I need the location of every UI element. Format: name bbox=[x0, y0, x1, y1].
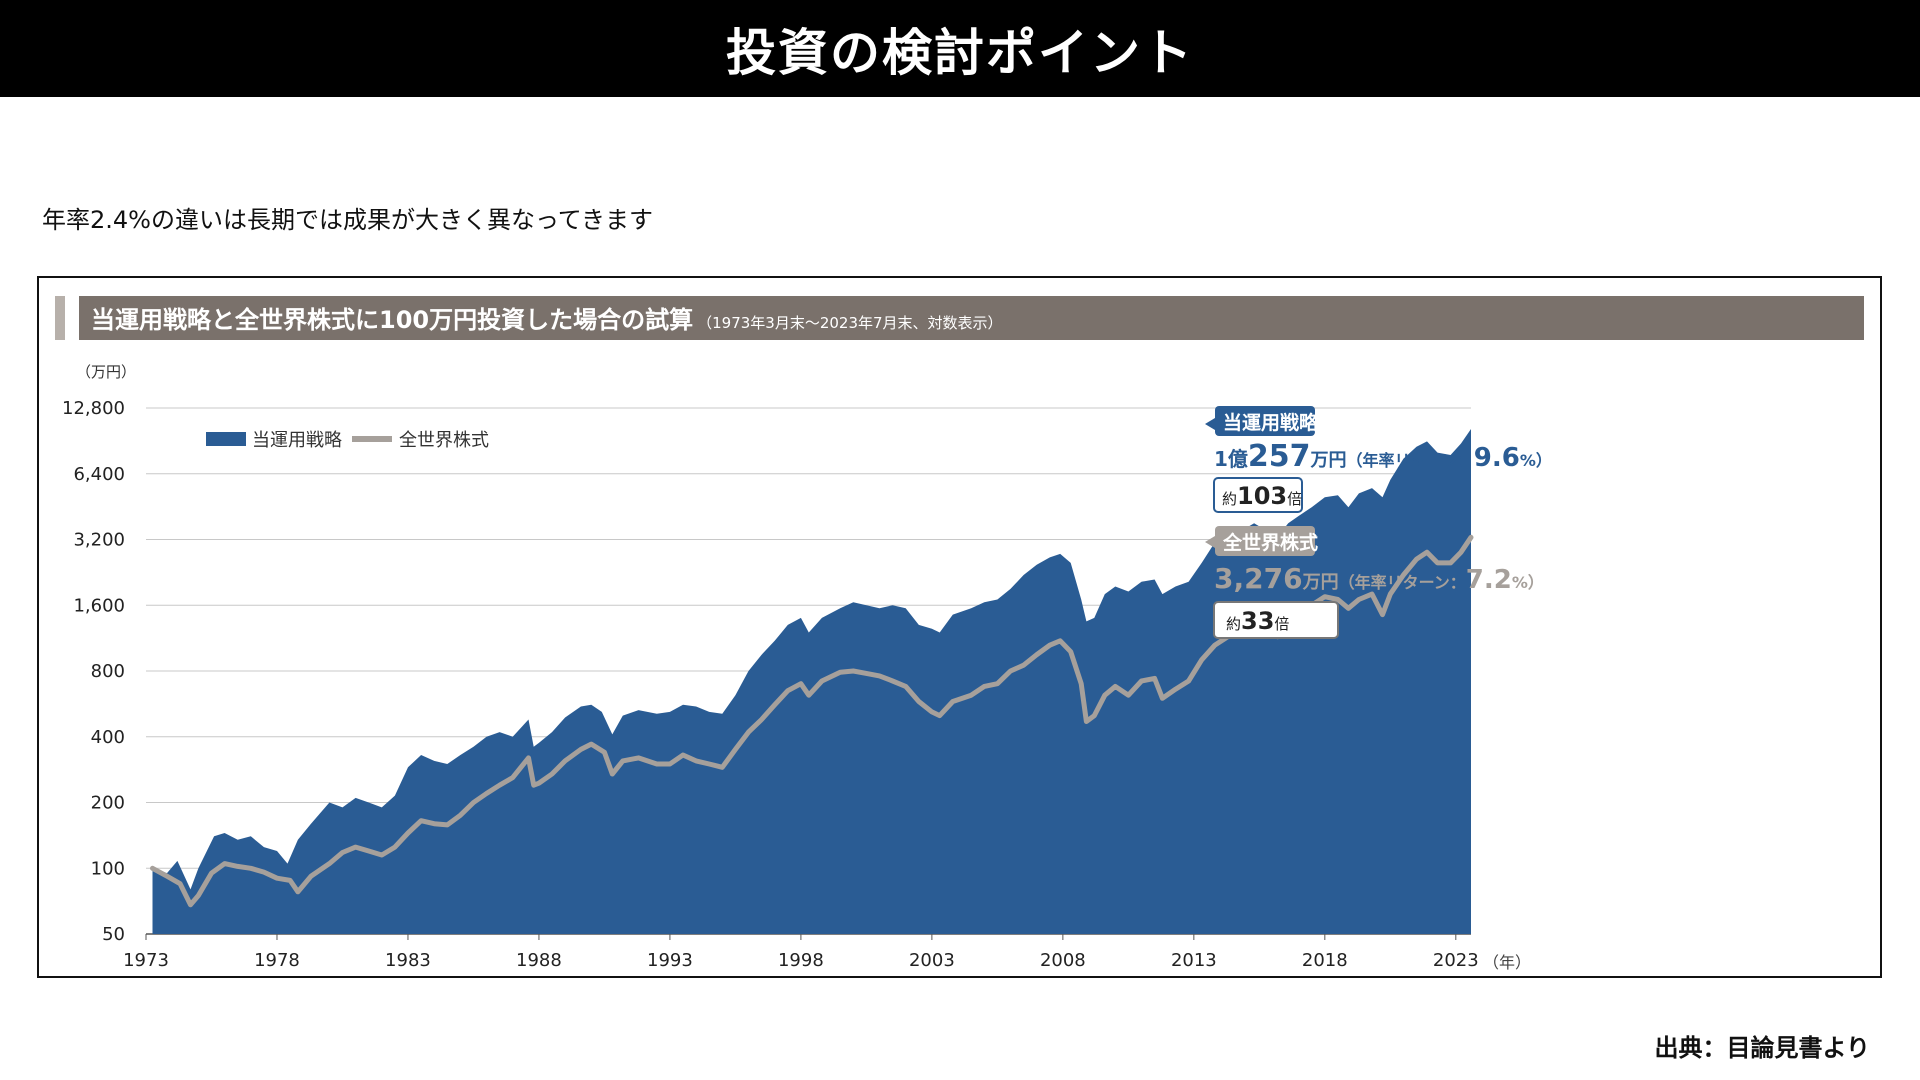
y-tick-label: 100 bbox=[91, 858, 125, 879]
chart-svg: 当運用戦略と全世界株式に100万円投資した場合の試算 （1973年3月末〜2023… bbox=[55, 296, 1864, 972]
world-value-unit: 万円 bbox=[1302, 572, 1339, 593]
x-tick-label: 1973 bbox=[123, 950, 169, 971]
y-tick-label: 800 bbox=[91, 661, 125, 682]
world-multiple-text: 約33倍 bbox=[1226, 607, 1289, 635]
y-tick-label: 12,800 bbox=[62, 398, 125, 419]
x-tick-label: 1993 bbox=[647, 950, 693, 971]
strategy-multiple-suffix: 倍 bbox=[1287, 490, 1302, 508]
x-tick-label: 2013 bbox=[1171, 950, 1217, 971]
strategy-multiple-text: 約103倍 bbox=[1222, 482, 1302, 510]
world-tag-pointer bbox=[1205, 536, 1215, 548]
chart-panel: 当運用戦略と全世界株式に100万円投資した場合の試算 （1973年3月末〜2023… bbox=[37, 276, 1882, 978]
x-tick-labels: 1973 1978 1983 1988 1993 1998 2003 2008 2013 2018… bbox=[123, 950, 1479, 971]
chart-header-title: 当運用戦略と全世界株式に100万円投資した場合の試算 （1973年3月末〜2023… bbox=[91, 306, 1003, 334]
y-tick-label: 6,400 bbox=[73, 464, 125, 485]
title-bar: 投資の検討ポイント bbox=[0, 0, 1920, 97]
page-title: 投資の検討ポイント bbox=[726, 23, 1194, 82]
x-tick-label: 2008 bbox=[1040, 950, 1086, 971]
x-tick-label: 2003 bbox=[909, 950, 955, 971]
strategy-return-suffix: %） bbox=[1520, 451, 1552, 470]
strategy-value-number: 257 bbox=[1248, 439, 1311, 474]
x-tick-label: 1978 bbox=[254, 950, 300, 971]
source-note: 出典：目論見書より bbox=[1654, 1034, 1870, 1062]
world-return-suffix: %） bbox=[1512, 573, 1544, 592]
strategy-return-number: 9.6 bbox=[1474, 443, 1520, 473]
world-value-number: 3,276 bbox=[1214, 562, 1303, 595]
x-tick-label: 1983 bbox=[385, 950, 431, 971]
world-multiple-number: 33 bbox=[1241, 607, 1274, 635]
x-tick-label: 2023 bbox=[1433, 950, 1479, 971]
strategy-value-unit: 万円 bbox=[1310, 450, 1347, 471]
y-axis-unit-label: （万円） bbox=[76, 363, 136, 381]
strategy-tag-pointer bbox=[1205, 418, 1215, 430]
y-tick-labels: 50 100 200 400 800 1,600 3,200 6,400 12,800 bbox=[62, 398, 125, 945]
strategy-tag-label: 当運用戦略 bbox=[1223, 411, 1319, 434]
x-axis-unit-label: （年） bbox=[1483, 953, 1531, 972]
legend-label-strategy: 当運用戦略 bbox=[252, 430, 342, 451]
page-subtitle: 年率2.4%の違いは長期では成果が大きく異なってきます bbox=[42, 206, 654, 234]
legend-label-world: 全世界株式 bbox=[399, 430, 489, 451]
strategy-multiple-number: 103 bbox=[1237, 482, 1287, 510]
world-value-text: 3,276万円（年率リターン：7.2%） bbox=[1214, 562, 1544, 595]
world-return-number: 7.2 bbox=[1466, 565, 1512, 595]
strategy-annotation: 当運用戦略 1億257万円（年率リターン：9.6%） 約103倍 bbox=[1205, 406, 1552, 513]
y-tick-label: 400 bbox=[91, 727, 125, 748]
series-strategy-area bbox=[152, 429, 1471, 934]
x-tick-label: 1988 bbox=[516, 950, 562, 971]
y-tick-label: 1,600 bbox=[73, 595, 125, 616]
strategy-value-text: 1億257万円（年率リターン：9.6%） bbox=[1214, 439, 1552, 474]
legend-swatch-strategy bbox=[206, 432, 246, 446]
world-multiple-box bbox=[1213, 601, 1339, 639]
world-multiple-suffix: 倍 bbox=[1274, 615, 1289, 633]
world-tag-label: 全世界株式 bbox=[1222, 531, 1318, 554]
world-return-text: （年率リターン： bbox=[1339, 573, 1466, 592]
world-annotation: 全世界株式 3,276万円（年率リターン：7.2%） 約33倍 bbox=[1205, 526, 1544, 639]
chart-header-band bbox=[79, 296, 1864, 340]
strategy-value-prefix: 1億 bbox=[1214, 447, 1248, 471]
world-multiple-prefix: 約 bbox=[1226, 615, 1241, 633]
chart-header-title-text: 当運用戦略と全世界株式に100万円投資した場合の試算 bbox=[91, 306, 693, 334]
chart-header-note: （1973年3月末〜2023年7月末、対数表示） bbox=[697, 314, 1002, 332]
chart-header-accent bbox=[55, 296, 65, 340]
legend: 当運用戦略 全世界株式 bbox=[206, 430, 489, 451]
y-tick-label: 200 bbox=[91, 793, 125, 814]
y-tick-label: 3,200 bbox=[73, 530, 125, 551]
strategy-multiple-box bbox=[1213, 477, 1303, 513]
strategy-multiple-prefix: 約 bbox=[1222, 490, 1237, 508]
y-tick-label: 50 bbox=[102, 924, 125, 945]
world-tag bbox=[1215, 526, 1315, 556]
strategy-return-text: （年率リターン： bbox=[1347, 451, 1474, 470]
strategy-tag bbox=[1215, 406, 1315, 436]
x-tick-label: 1998 bbox=[778, 950, 824, 971]
x-tick-label: 2018 bbox=[1302, 950, 1348, 971]
